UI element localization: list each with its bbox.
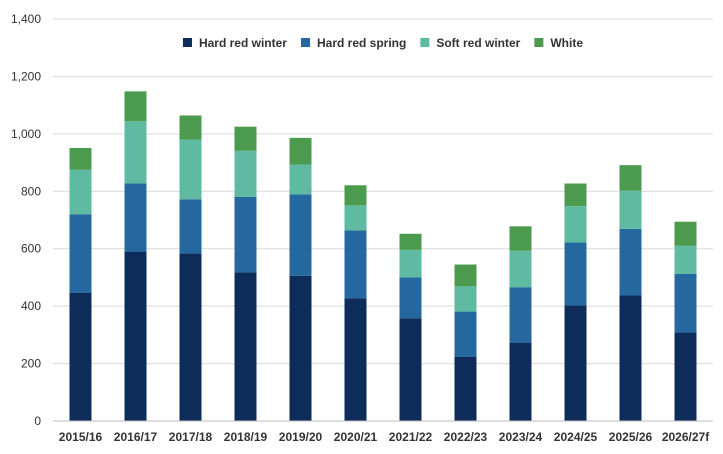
bar-segment-white (124, 91, 147, 122)
bar-segment-soft-red-winter (344, 205, 367, 231)
bar-segment-white (289, 137, 312, 165)
x-tick-label: 2026/27f (662, 430, 710, 444)
legend-label: White (550, 36, 583, 50)
legend-label: Hard red winter (199, 36, 287, 50)
y-tick-label: 600 (21, 242, 41, 256)
bar-segment-soft-red-winter (179, 139, 202, 200)
bar-segment-hard-red-spring (399, 277, 422, 319)
bar-segment-hard-red-winter (509, 342, 532, 421)
bar-segment-hard-red-spring (674, 273, 697, 333)
bar-segment-soft-red-winter (564, 206, 587, 243)
bar-segment-white (69, 147, 92, 170)
y-tick-label: 1,200 (11, 69, 41, 83)
bar-segment-hard-red-winter (69, 292, 92, 421)
bar-segment-soft-red-winter (289, 164, 312, 195)
bar-segment-hard-red-spring (179, 199, 202, 254)
x-tick-label: 2020/21 (334, 430, 378, 444)
x-tick-label: 2023/24 (499, 430, 543, 444)
bar-segment-hard-red-winter (344, 298, 367, 421)
bar-segment-hard-red-spring (454, 311, 477, 357)
legend-item: Hard red winter (182, 36, 287, 50)
bar-segment-hard-red-winter (674, 332, 697, 421)
bar-segment-hard-red-spring (564, 242, 587, 306)
legend-swatch (420, 38, 430, 47)
bar-segment-hard-red-winter (124, 251, 147, 421)
bar-segment-soft-red-winter (674, 245, 697, 274)
bar-segment-white (179, 115, 202, 140)
bar-segment-hard-red-spring (509, 287, 532, 343)
x-tick-label: 2022/23 (444, 430, 488, 444)
x-tick-label: 2021/22 (389, 430, 433, 444)
bar-segment-hard-red-spring (344, 230, 367, 299)
bar-segment-soft-red-winter (234, 150, 257, 197)
bar-segment-hard-red-winter (454, 356, 477, 421)
bar-segment-soft-red-winter (509, 250, 532, 288)
legend-item: Hard red spring (300, 36, 406, 50)
x-tick-label: 2016/17 (114, 430, 158, 444)
bar-segment-hard-red-winter (619, 295, 642, 421)
bar-segment-soft-red-winter (454, 286, 477, 312)
x-tick-label: 2024/25 (554, 430, 598, 444)
bar-segment-hard-red-spring (619, 228, 642, 296)
legend-item: White (534, 36, 583, 50)
x-tick-label: 2019/20 (279, 430, 323, 444)
bar-segment-hard-red-spring (289, 194, 312, 276)
bar-segment-white (454, 264, 477, 287)
bar-segment-white (564, 183, 587, 207)
bar-segment-hard-red-winter (399, 318, 422, 421)
y-tick-label: 1,000 (11, 127, 41, 141)
bars (69, 91, 697, 421)
bar-segment-white (234, 126, 257, 151)
legend-label: Soft red winter (436, 36, 520, 50)
bar-segment-hard-red-winter (179, 253, 202, 421)
y-tick-label: 0 (34, 414, 41, 428)
bar-segment-soft-red-winter (124, 121, 147, 184)
bar-segment-hard-red-winter (234, 272, 257, 421)
bar-segment-white (674, 221, 697, 246)
bar-segment-hard-red-spring (124, 183, 147, 252)
axes: 0 200 400 600 800 1,000 1,200 1,400 2015/16 2016/… (11, 12, 713, 444)
legend-swatch (182, 38, 192, 47)
bar-segment-hard-red-spring (234, 196, 257, 273)
y-tick-label: 400 (21, 299, 41, 313)
bar-segment-soft-red-winter (69, 169, 92, 215)
bar-segment-soft-red-winter (399, 249, 422, 278)
x-tick-label: 2015/16 (59, 430, 103, 444)
bar-segment-white (619, 165, 642, 191)
legend-swatch (300, 38, 310, 47)
legend-label: Hard red spring (317, 36, 406, 50)
legend-item: Soft red winter (420, 36, 521, 50)
legend-swatch (534, 38, 544, 47)
bar-segment-hard-red-winter (289, 275, 312, 421)
bar-segment-hard-red-winter (564, 305, 587, 421)
legend: Hard red winter Hard red spring Soft red w… (182, 36, 583, 50)
gridlines (53, 18, 713, 365)
bar-segment-soft-red-winter (619, 190, 642, 229)
y-tick-label: 800 (21, 184, 41, 198)
x-tick-label: 2018/19 (224, 430, 268, 444)
y-tick-label: 200 (21, 357, 41, 371)
x-tick-label: 2025/26 (609, 430, 653, 444)
bar-segment-white (509, 226, 532, 251)
y-tick-label: 1,400 (11, 12, 41, 26)
bar-segment-white (344, 185, 367, 206)
bar-segment-hard-red-spring (69, 214, 92, 293)
bar-segment-white (399, 233, 422, 250)
x-tick-label: 2017/18 (169, 430, 213, 444)
